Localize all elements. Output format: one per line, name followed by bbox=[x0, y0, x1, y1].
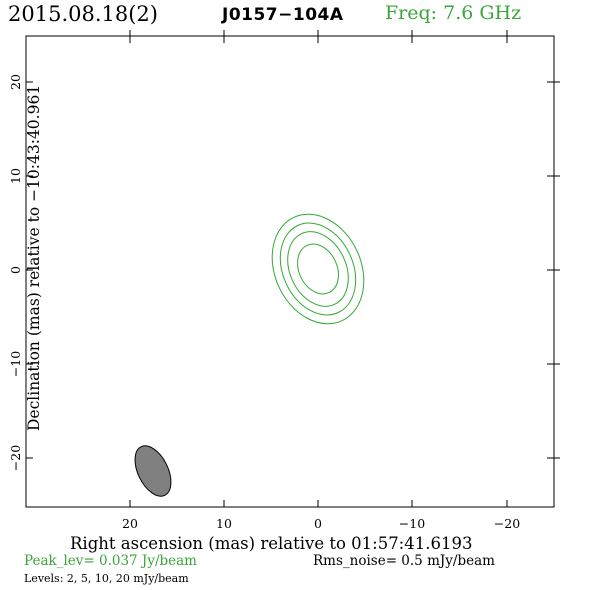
y-axis-label: Declination (mas) relative to −10:43:40.… bbox=[25, 84, 43, 431]
contour-levels: Levels: 2, 5, 10, 20 mJy/beam bbox=[24, 572, 189, 585]
plot-frame bbox=[25, 35, 555, 508]
y-tick-label: −10 bbox=[8, 351, 23, 377]
x-tick-label: −20 bbox=[494, 516, 520, 531]
rms-noise: Rms_noise= 0.5 mJy/beam bbox=[313, 553, 495, 569]
y-tick-label: 20 bbox=[8, 74, 23, 90]
observation-date: 2015.08.18(2) bbox=[8, 2, 158, 26]
x-tick-label: 20 bbox=[122, 516, 138, 531]
x-ticks bbox=[129, 30, 508, 507]
y-tick-label: 10 bbox=[8, 168, 23, 184]
y-tick-label: 0 bbox=[8, 266, 23, 274]
x-tick-label: 0 bbox=[314, 516, 322, 531]
contour-level-4 bbox=[297, 243, 339, 295]
contour-level-2 bbox=[279, 222, 357, 316]
source-contours bbox=[271, 213, 365, 325]
peak-level: Peak_lev= 0.037 Jy/beam bbox=[24, 553, 197, 569]
x-tick-label: −10 bbox=[399, 516, 425, 531]
contour-level-3 bbox=[287, 231, 349, 307]
y-tick-label: −20 bbox=[8, 445, 23, 471]
restoring-beam bbox=[134, 445, 172, 497]
y-tick-labels: 20 10 0 −10 −20 bbox=[8, 74, 23, 471]
contour-level-1 bbox=[271, 213, 365, 325]
x-tick-label: 10 bbox=[216, 516, 232, 531]
x-tick-labels: 20 10 0 −10 −20 bbox=[122, 516, 520, 531]
x-axis-label: Right ascension (mas) relative to 01:57:… bbox=[70, 534, 473, 553]
y-ticks bbox=[26, 81, 560, 459]
source-name: J0157−104A bbox=[222, 5, 344, 25]
frequency-label: Freq: 7.6 GHz bbox=[385, 2, 522, 24]
